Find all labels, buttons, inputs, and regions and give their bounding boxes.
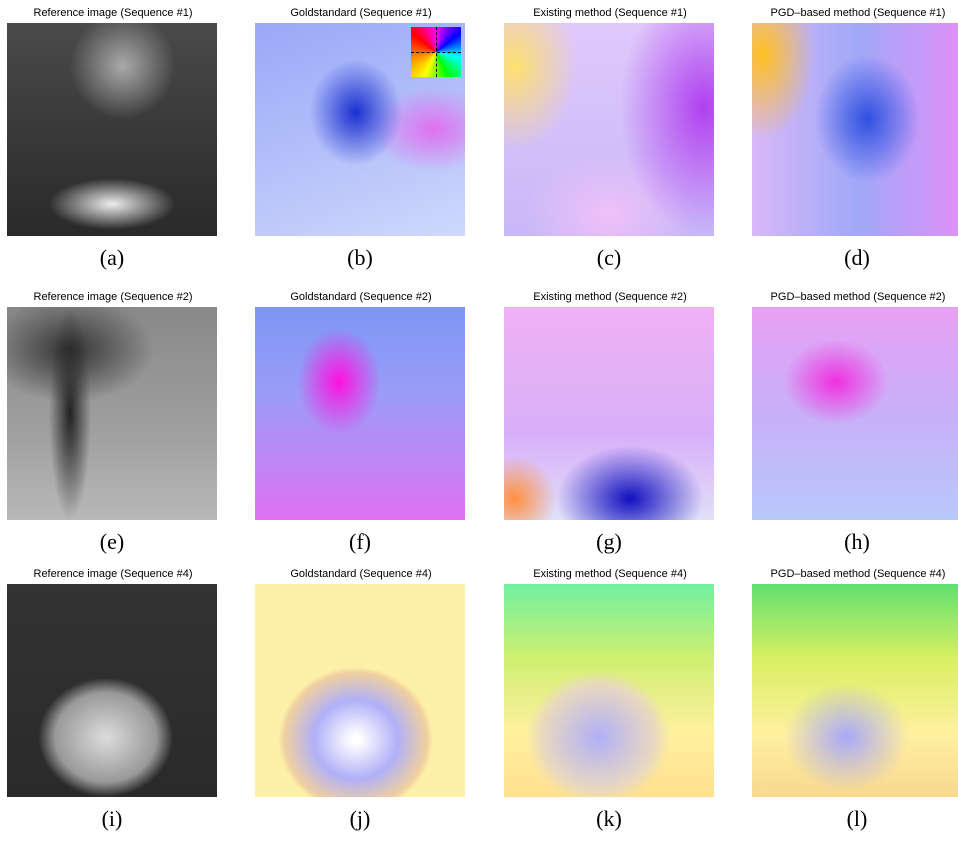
panel-title: Existing method (Sequence #1) bbox=[533, 7, 687, 19]
panel: Existing method (Sequence #4) (k) bbox=[504, 568, 716, 843]
panel-caption: (k) bbox=[596, 806, 622, 831]
panel-title: Reference image (Sequence #2) bbox=[33, 291, 193, 303]
panel-caption: (g) bbox=[596, 529, 622, 554]
panel-title: Existing method (Sequence #4) bbox=[533, 568, 687, 580]
panel-caption: (j) bbox=[349, 806, 371, 831]
panel-title: Goldstandard (Sequence #4) bbox=[290, 568, 432, 580]
panel-title: Goldstandard (Sequence #2) bbox=[290, 291, 432, 303]
panel-caption: (d) bbox=[844, 245, 870, 270]
panel: PGD–based method (Sequence #4) (l) bbox=[752, 568, 958, 843]
panel: PGD–based method (Sequence #2) (h) bbox=[752, 291, 958, 566]
panel-caption: (f) bbox=[349, 529, 371, 554]
panel-caption: (a) bbox=[99, 245, 125, 270]
panel-caption: (l) bbox=[846, 806, 868, 831]
flow-image bbox=[752, 23, 958, 236]
color-wheel bbox=[411, 27, 461, 77]
panel: Goldstandard (Sequence #1) (b) bbox=[255, 7, 467, 282]
flow-image bbox=[504, 307, 714, 520]
panel: Goldstandard (Sequence #2) (f) bbox=[255, 291, 467, 566]
flow-image bbox=[7, 307, 217, 520]
panel-title: Goldstandard (Sequence #1) bbox=[290, 7, 432, 19]
panel-title: PGD–based method (Sequence #1) bbox=[770, 7, 946, 19]
flow-image bbox=[752, 584, 958, 797]
panel: Existing method (Sequence #2) (g) bbox=[504, 291, 716, 566]
panel-caption: (b) bbox=[347, 245, 373, 270]
panel-title: Reference image (Sequence #4) bbox=[33, 568, 193, 580]
panel: Reference image (Sequence #1) (a) bbox=[7, 7, 219, 282]
panel-caption: (h) bbox=[844, 529, 870, 554]
panel: Existing method (Sequence #1) (c) bbox=[504, 7, 716, 282]
flow-image bbox=[752, 307, 958, 520]
panel: Goldstandard (Sequence #4) (j) bbox=[255, 568, 467, 843]
panel-caption: (i) bbox=[101, 806, 123, 831]
panel-title: Existing method (Sequence #2) bbox=[533, 291, 687, 303]
panel: Reference image (Sequence #2) (e) bbox=[7, 291, 219, 566]
flow-image bbox=[255, 23, 465, 236]
panel-title: PGD–based method (Sequence #2) bbox=[770, 291, 946, 303]
flow-image bbox=[504, 584, 714, 797]
panel-caption: (c) bbox=[596, 245, 622, 270]
panel-title: Reference image (Sequence #1) bbox=[33, 7, 193, 19]
flow-image bbox=[255, 584, 465, 797]
panel: PGD–based method (Sequence #1) (d) bbox=[752, 7, 958, 282]
flow-image bbox=[7, 584, 217, 797]
panel-title: PGD–based method (Sequence #4) bbox=[770, 568, 946, 580]
flow-image bbox=[504, 23, 714, 236]
panel: Reference image (Sequence #4) (i) bbox=[7, 568, 219, 843]
flow-image bbox=[255, 307, 465, 520]
panel-caption: (e) bbox=[99, 529, 125, 554]
flow-image bbox=[7, 23, 217, 236]
